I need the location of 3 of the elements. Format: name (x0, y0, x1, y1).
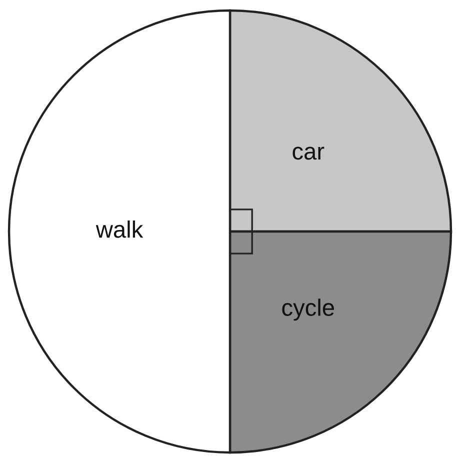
slice-label: cycle (282, 298, 334, 321)
slice-label: walk (96, 220, 144, 238)
slice-label: car (292, 146, 324, 160)
